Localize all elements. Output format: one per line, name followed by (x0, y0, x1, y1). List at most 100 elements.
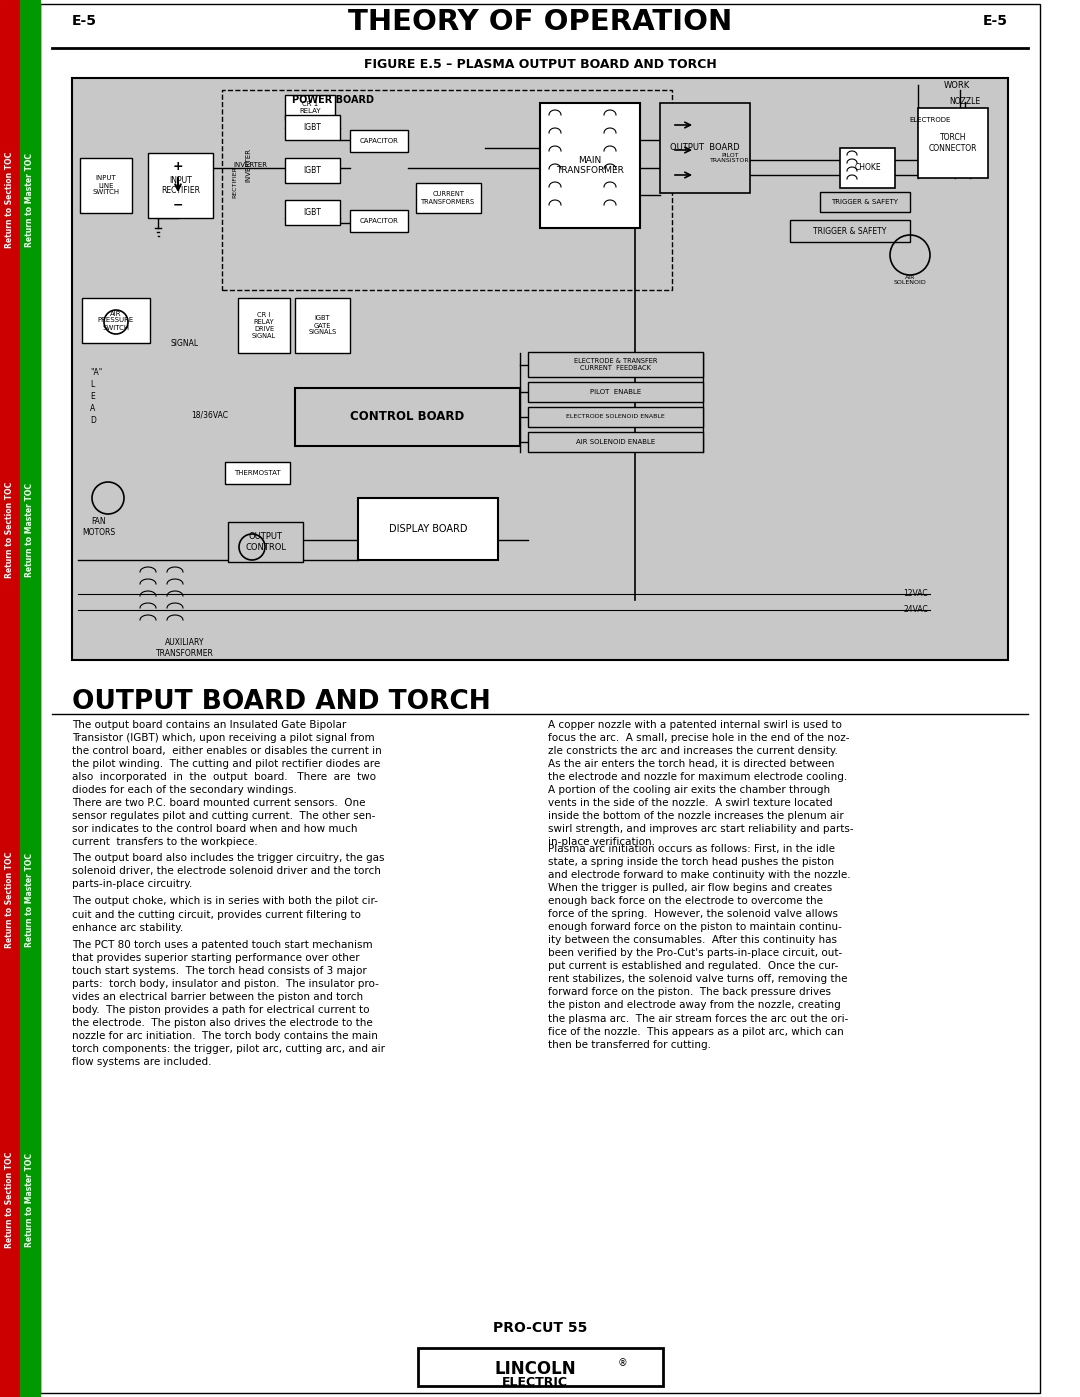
Bar (295, 388, 519, 446)
Text: RECTIFIER: RECTIFIER (232, 166, 238, 198)
Text: A: A (90, 404, 95, 414)
Bar (789, 219, 910, 242)
Bar (350, 210, 408, 232)
Bar (528, 432, 703, 453)
Text: Return to Master TOC: Return to Master TOC (26, 854, 35, 947)
Text: E-5: E-5 (72, 14, 97, 28)
Bar (222, 89, 672, 291)
Text: PILOT  ENABLE: PILOT ENABLE (590, 388, 642, 395)
Bar (82, 298, 150, 344)
Text: L: L (90, 380, 94, 388)
Bar (528, 407, 703, 427)
Bar (80, 158, 132, 212)
Text: −: − (173, 198, 184, 211)
Text: POWER BOARD: POWER BOARD (292, 95, 374, 105)
Text: "A": "A" (90, 367, 103, 377)
Text: CONTROL BOARD: CONTROL BOARD (350, 411, 464, 423)
Bar (528, 352, 703, 377)
Text: The output board also includes the trigger circuitry, the gas
solenoid driver, t: The output board also includes the trigg… (72, 854, 384, 888)
Text: ELECTRODE: ELECTRODE (909, 117, 950, 123)
Text: Return to Master TOC: Return to Master TOC (26, 1153, 35, 1248)
Text: IGBT
GATE
SIGNALS: IGBT GATE SIGNALS (309, 316, 337, 335)
Text: ®: ® (618, 1358, 627, 1368)
Bar (528, 381, 703, 402)
Bar (225, 462, 291, 483)
Text: Return to Section TOC: Return to Section TOC (5, 852, 14, 949)
Text: OUTPUT  BOARD: OUTPUT BOARD (671, 144, 740, 152)
Text: Plasma arc initiation occurs as follows: First, in the idle
state, a spring insi: Plasma arc initiation occurs as follows:… (548, 844, 851, 1049)
Bar (418, 1348, 663, 1386)
Text: SIGNAL: SIGNAL (171, 338, 199, 348)
Bar (21, 0, 40, 1397)
Text: 18/36VAC: 18/36VAC (191, 411, 229, 419)
Text: CAPACITOR: CAPACITOR (360, 218, 399, 224)
Bar (918, 108, 988, 177)
Text: TRIGGER & SAFETY: TRIGGER & SAFETY (813, 226, 887, 236)
Text: IGBT: IGBT (303, 123, 322, 131)
Text: IGBT: IGBT (303, 208, 322, 217)
Text: 24VAC: 24VAC (903, 605, 928, 615)
Text: INVERTER: INVERTER (233, 162, 267, 168)
Text: AIR
SOLENOID: AIR SOLENOID (893, 275, 927, 285)
Text: CR 1
RELAY: CR 1 RELAY (299, 101, 321, 115)
Text: D: D (90, 416, 96, 425)
Text: The PCT 80 torch uses a patented touch start mechanism
that provides superior st: The PCT 80 torch uses a patented touch s… (72, 940, 384, 1067)
Text: FIGURE E.5 – PLASMA OUTPUT BOARD AND TORCH: FIGURE E.5 – PLASMA OUTPUT BOARD AND TOR… (364, 59, 716, 71)
Text: CR I
RELAY
DRIVE
SIGNAL: CR I RELAY DRIVE SIGNAL (252, 312, 276, 339)
Bar (416, 183, 481, 212)
Bar (285, 115, 340, 140)
Text: 12VAC: 12VAC (903, 590, 928, 598)
Bar (148, 154, 213, 218)
Text: The output board contains an Insulated Gate Bipolar
Transistor (IGBT) which, upo: The output board contains an Insulated G… (72, 719, 381, 795)
Text: CAPACITOR: CAPACITOR (360, 138, 399, 144)
Text: FAN
MOTORS: FAN MOTORS (82, 517, 116, 536)
Text: AIR
PRESSURE
SWITCH: AIR PRESSURE SWITCH (98, 310, 134, 331)
Bar (0, 0, 21, 1397)
Text: E: E (90, 393, 95, 401)
Text: PILOT
TRANSISTOR: PILOT TRANSISTOR (711, 152, 750, 163)
Text: Return to Master TOC: Return to Master TOC (26, 483, 35, 577)
Text: DISPLAY BOARD: DISPLAY BOARD (389, 524, 468, 534)
Text: CURRENT
TRANSFORMERS: CURRENT TRANSFORMERS (421, 191, 475, 204)
Text: Return to Section TOC: Return to Section TOC (5, 482, 14, 578)
Text: INPUT
LINE
SWITCH: INPUT LINE SWITCH (93, 176, 120, 196)
Text: +: + (173, 161, 184, 173)
Text: AUXILIARY
TRANSFORMER: AUXILIARY TRANSFORMER (157, 638, 214, 658)
Bar (660, 103, 750, 193)
Bar (72, 78, 1008, 659)
Text: CHOKE: CHOKE (854, 163, 881, 172)
Text: TRIGGER & SAFETY: TRIGGER & SAFETY (832, 198, 899, 205)
Text: There are two P.C. board mounted current sensors.  One
sensor regulates pilot an: There are two P.C. board mounted current… (72, 798, 376, 847)
Text: OUTPUT BOARD AND TORCH: OUTPUT BOARD AND TORCH (72, 689, 490, 715)
Text: TORCH
CONNECTOR: TORCH CONNECTOR (929, 133, 977, 152)
Text: IGBT: IGBT (303, 166, 322, 175)
Bar (820, 191, 910, 212)
Text: LINCOLN: LINCOLN (495, 1361, 576, 1377)
Bar (840, 148, 895, 189)
Text: ELECTRIC: ELECTRIC (502, 1376, 568, 1389)
Text: INVERTER: INVERTER (245, 148, 251, 182)
Text: OUTPUT
CONTROL: OUTPUT CONTROL (245, 532, 286, 552)
Text: MAIN
TRANSFORMER: MAIN TRANSFORMER (556, 156, 624, 175)
Text: INPUT
RECTIFIER: INPUT RECTIFIER (161, 176, 200, 196)
Bar (285, 95, 335, 120)
Bar (228, 522, 303, 562)
Bar (357, 497, 498, 560)
Bar (285, 158, 340, 183)
Text: Return to Master TOC: Return to Master TOC (26, 154, 35, 247)
Text: The output choke, which is in series with both the pilot cir-
cuit and the cutti: The output choke, which is in series wit… (72, 897, 378, 933)
Text: THEORY OF OPERATION: THEORY OF OPERATION (348, 8, 732, 36)
Bar (238, 298, 291, 353)
Text: PRO-CUT 55: PRO-CUT 55 (492, 1322, 588, 1336)
Bar (285, 200, 340, 225)
Text: ELECTRODE SOLENOID ENABLE: ELECTRODE SOLENOID ENABLE (566, 415, 665, 419)
Bar (350, 130, 408, 152)
Text: Return to Section TOC: Return to Section TOC (5, 152, 14, 249)
Bar (295, 298, 350, 353)
Text: Return to Section TOC: Return to Section TOC (5, 1153, 14, 1248)
Text: AIR SOLENOID ENABLE: AIR SOLENOID ENABLE (576, 439, 656, 446)
Text: NOZZLE: NOZZLE (949, 98, 980, 106)
Text: WORK: WORK (944, 81, 970, 89)
Text: ELECTRODE & TRANSFER
CURRENT  FEEDBACK: ELECTRODE & TRANSFER CURRENT FEEDBACK (573, 358, 658, 372)
Text: A copper nozzle with a patented internal swirl is used to
focus the arc.  A smal: A copper nozzle with a patented internal… (548, 719, 853, 848)
